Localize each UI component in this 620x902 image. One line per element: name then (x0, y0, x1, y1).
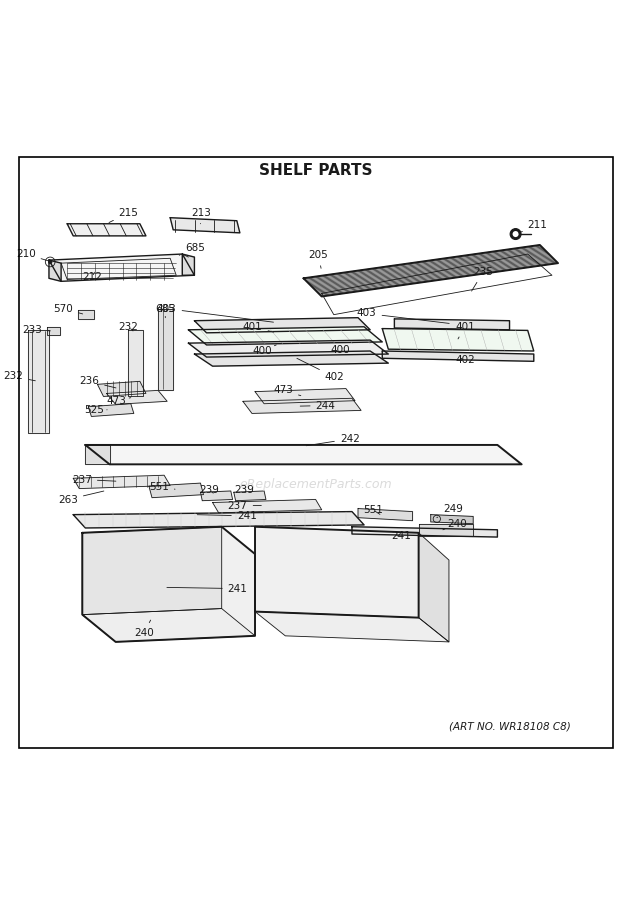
Text: 551: 551 (363, 505, 383, 515)
Polygon shape (243, 399, 361, 413)
Circle shape (510, 228, 521, 240)
Text: 473: 473 (273, 385, 301, 396)
Text: 242: 242 (306, 434, 360, 446)
Text: 239: 239 (234, 485, 254, 495)
Text: 241: 241 (197, 511, 257, 520)
Polygon shape (82, 527, 222, 614)
Polygon shape (182, 254, 195, 275)
Text: 525: 525 (84, 405, 107, 416)
Polygon shape (431, 515, 473, 524)
Polygon shape (67, 224, 146, 235)
Polygon shape (97, 382, 146, 397)
Polygon shape (73, 511, 364, 528)
Text: 402: 402 (297, 358, 345, 382)
Polygon shape (188, 327, 383, 345)
Polygon shape (89, 404, 134, 417)
Text: 401: 401 (243, 322, 273, 332)
Text: 400: 400 (252, 345, 277, 356)
Polygon shape (28, 330, 49, 433)
Polygon shape (86, 445, 521, 465)
Text: eReplacementParts.com: eReplacementParts.com (239, 478, 392, 491)
Text: 232: 232 (118, 322, 138, 332)
Text: 232: 232 (4, 372, 35, 382)
Text: 237: 237 (228, 501, 261, 511)
Text: 249: 249 (437, 503, 463, 518)
Text: 263: 263 (58, 491, 104, 504)
Text: 570: 570 (53, 304, 82, 314)
Text: 237: 237 (72, 474, 116, 484)
Polygon shape (82, 609, 255, 642)
Polygon shape (304, 245, 558, 297)
Text: 233: 233 (22, 325, 50, 335)
Circle shape (513, 231, 518, 237)
Polygon shape (47, 327, 60, 335)
Polygon shape (255, 389, 355, 404)
Polygon shape (418, 524, 473, 536)
Text: 473: 473 (107, 396, 131, 406)
Polygon shape (213, 500, 322, 513)
Polygon shape (78, 310, 94, 319)
Polygon shape (49, 260, 61, 281)
Text: 239: 239 (199, 485, 219, 495)
Text: 236: 236 (79, 376, 116, 388)
Text: 241: 241 (167, 584, 247, 594)
Text: 210: 210 (16, 249, 50, 262)
Text: 401: 401 (455, 322, 475, 339)
Polygon shape (418, 533, 449, 642)
Polygon shape (82, 527, 255, 642)
Text: 403: 403 (357, 308, 449, 324)
Polygon shape (352, 527, 497, 537)
Polygon shape (234, 491, 266, 501)
Polygon shape (383, 351, 534, 362)
Polygon shape (128, 330, 143, 397)
Polygon shape (358, 509, 412, 520)
Polygon shape (383, 328, 534, 351)
Text: 685: 685 (179, 243, 205, 255)
Text: 211: 211 (519, 220, 547, 233)
Text: 213: 213 (192, 207, 211, 224)
Text: SHELF PARTS: SHELF PARTS (259, 163, 373, 179)
Text: 205: 205 (308, 250, 328, 268)
Polygon shape (73, 475, 170, 489)
Polygon shape (158, 308, 173, 391)
Text: 212: 212 (82, 272, 102, 282)
Polygon shape (86, 445, 110, 465)
Text: 685: 685 (155, 304, 175, 318)
Polygon shape (394, 319, 510, 330)
Polygon shape (255, 527, 418, 618)
Text: 240: 240 (443, 519, 467, 529)
Text: 241: 241 (391, 531, 411, 541)
Text: 403: 403 (157, 304, 273, 322)
Text: 402: 402 (455, 355, 475, 365)
Polygon shape (188, 340, 388, 357)
Text: 215: 215 (109, 207, 138, 223)
Text: 244: 244 (300, 400, 335, 410)
Polygon shape (107, 391, 167, 404)
Text: 235: 235 (472, 267, 493, 291)
Circle shape (48, 260, 52, 263)
Text: 551: 551 (149, 483, 175, 492)
Polygon shape (49, 254, 195, 281)
Polygon shape (200, 491, 232, 501)
Text: (ART NO. WR18108 C8): (ART NO. WR18108 C8) (449, 722, 570, 732)
Polygon shape (149, 483, 203, 498)
Polygon shape (255, 612, 449, 642)
Polygon shape (195, 351, 388, 366)
Polygon shape (195, 318, 370, 333)
Text: 400: 400 (330, 345, 350, 354)
Text: 240: 240 (134, 620, 154, 638)
Polygon shape (170, 217, 240, 233)
